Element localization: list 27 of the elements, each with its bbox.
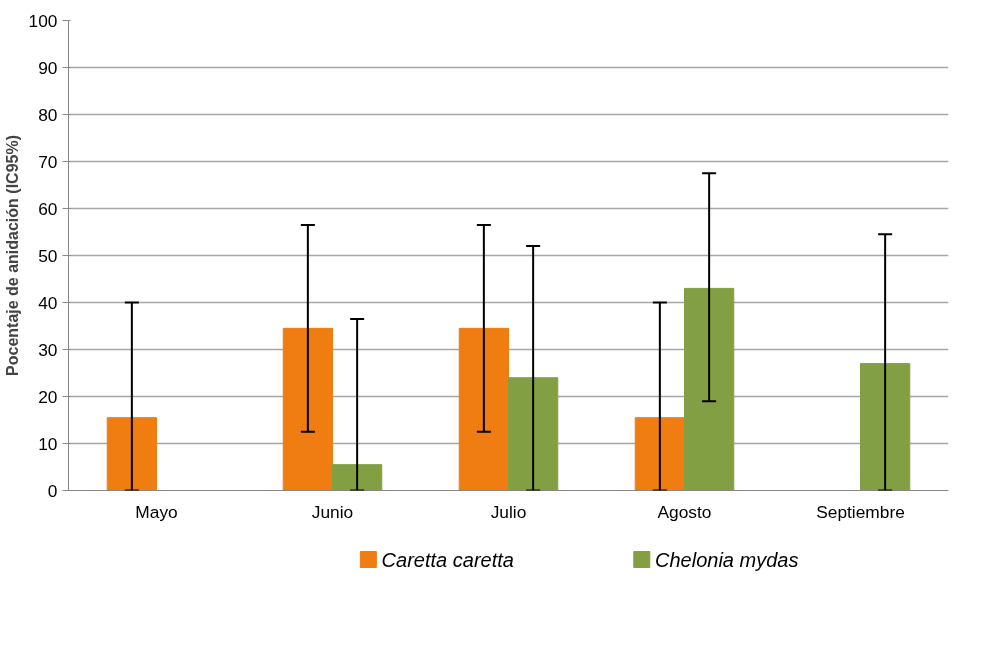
bar <box>684 287 735 491</box>
bar <box>508 377 559 491</box>
legend-label: Caretta caretta <box>381 548 514 571</box>
y-tick-label: 30 <box>38 339 58 360</box>
y-tick-label: 70 <box>38 151 58 172</box>
y-tick-label: 60 <box>38 198 58 219</box>
y-tick-label: 100 <box>28 10 58 31</box>
bar <box>860 363 911 491</box>
bar <box>634 417 685 491</box>
x-tick-label: Mayo <box>135 501 178 522</box>
x-tick-label: Julio <box>490 501 527 522</box>
bar <box>282 327 333 491</box>
y-tick-label: 50 <box>38 245 58 266</box>
x-tick-label: Agosto <box>657 501 712 522</box>
x-tick-label: Junio <box>311 501 354 522</box>
legend-label: Chelonia mydas <box>655 548 799 571</box>
bar <box>458 327 509 491</box>
bar <box>332 464 383 491</box>
y-axis-title: Pocentaje de anidación (IC95%) <box>3 135 21 376</box>
y-tick-label: 10 <box>38 433 58 454</box>
bar <box>106 417 157 491</box>
y-tick-label: 80 <box>38 104 58 125</box>
y-tick-label: 20 <box>38 386 58 407</box>
y-tick-label: 0 <box>47 480 58 501</box>
x-tick-label: Septiembre <box>816 501 905 522</box>
y-tick-label: 40 <box>38 292 58 313</box>
y-tick-label: 90 <box>38 57 58 78</box>
